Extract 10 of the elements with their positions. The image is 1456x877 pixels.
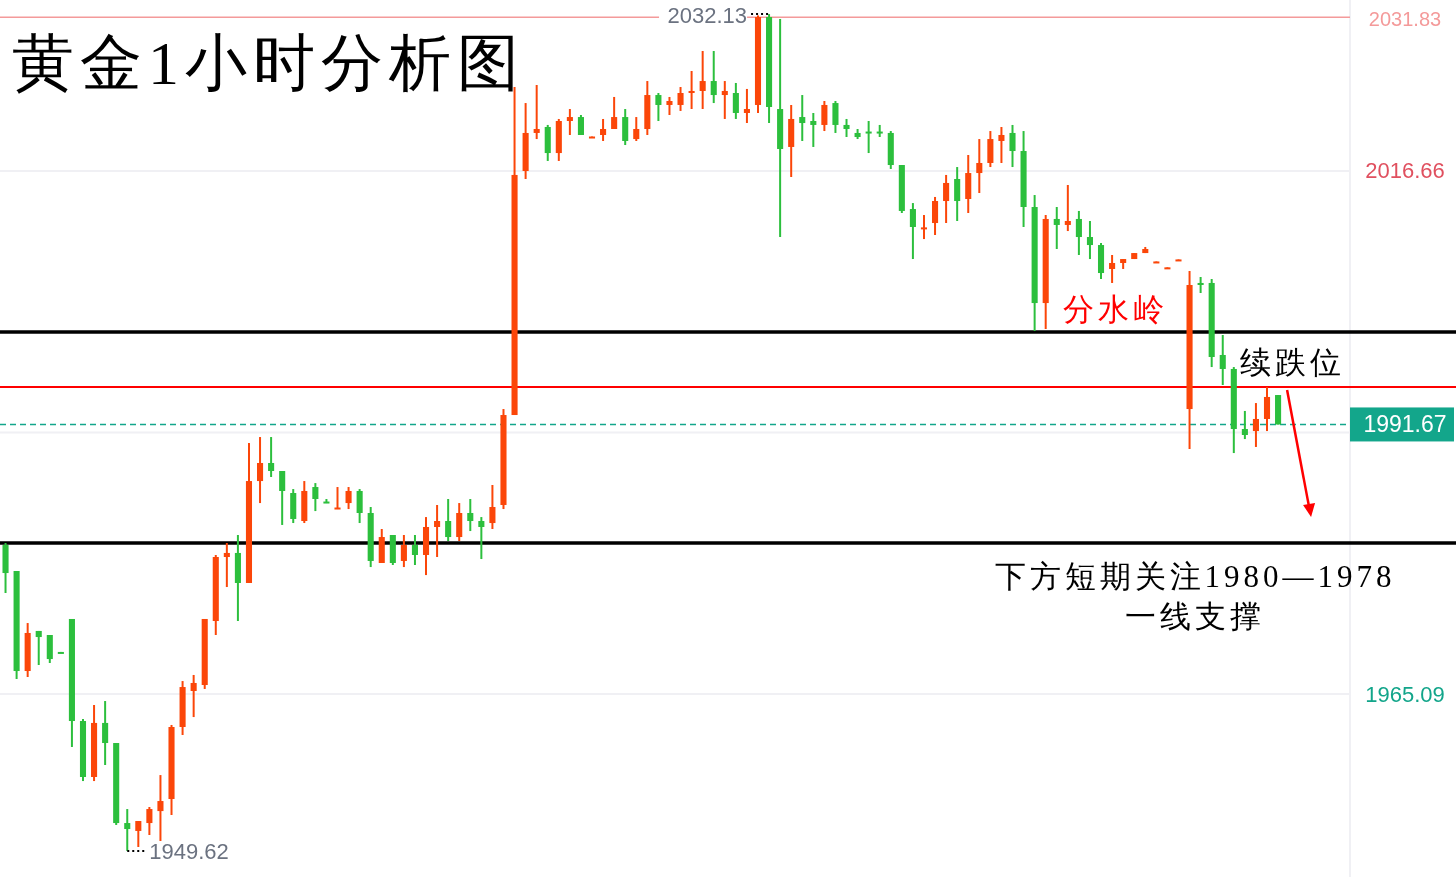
y-tick-label: 1965.09 xyxy=(1365,681,1445,707)
annotation: 1949.62 xyxy=(149,838,229,864)
ref-line-label: 分水岭 xyxy=(1062,291,1168,327)
ref-line-label: 1991.67 xyxy=(1363,411,1447,438)
ref-line-label: 2031.83 xyxy=(1368,8,1442,31)
text: 黄金1小时分析图 xyxy=(12,29,525,97)
y-tick-label: 2016.66 xyxy=(1365,158,1445,184)
ref-line-label: 续跌位 xyxy=(1239,345,1345,381)
ref-line-label: 下方短期关注1980—1978 一线支撑 xyxy=(994,559,1396,635)
annotation: 2032.13 xyxy=(667,3,748,29)
